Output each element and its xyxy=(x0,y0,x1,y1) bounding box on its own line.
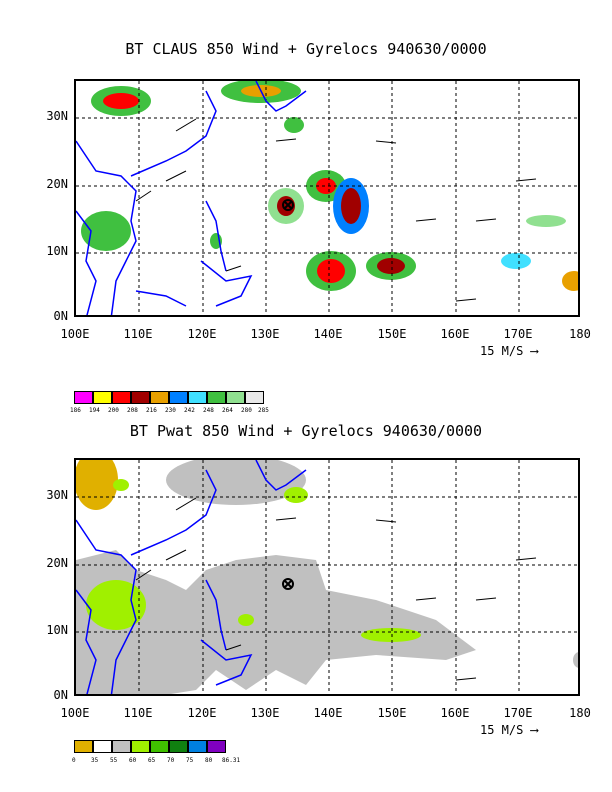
gyre-location-marker xyxy=(282,199,294,211)
lon-label: 110E xyxy=(123,327,153,341)
lat-label: 30N xyxy=(46,488,68,502)
map-panel-claus xyxy=(74,79,580,317)
lon-label: 130E xyxy=(250,706,280,720)
legend-swatch xyxy=(74,391,93,404)
legend-label: 216 xyxy=(146,407,157,414)
map-svg-pwat xyxy=(76,460,578,694)
colorbar-claus xyxy=(74,391,264,404)
legend-label: 230 xyxy=(165,407,176,414)
legend-swatch xyxy=(93,391,112,404)
legend-swatch xyxy=(74,740,93,753)
lon-label: 170E xyxy=(503,327,533,341)
coastlines xyxy=(76,460,307,694)
legend-label: 65 xyxy=(148,757,156,764)
legend-label: 208 xyxy=(127,407,138,414)
legend-label: 186 xyxy=(70,407,81,414)
lat-label: 20N xyxy=(46,556,68,570)
lon-label: 120E xyxy=(187,706,217,720)
colorbar-pwat xyxy=(74,740,226,753)
legend-label: 194 xyxy=(89,407,100,414)
lon-label: 160E xyxy=(440,327,470,341)
legend-label: 70 xyxy=(167,757,175,764)
arrow-right-icon: ⟶ xyxy=(530,723,538,737)
wind-vectors xyxy=(135,497,537,681)
legend-swatch xyxy=(112,740,131,753)
lon-label: 180 xyxy=(569,327,591,341)
legend-label: 55 xyxy=(110,757,118,764)
lon-label: 140E xyxy=(313,327,343,341)
map-panel-pwat xyxy=(74,458,580,696)
lat-label: 30N xyxy=(46,109,68,123)
legend-label: 75 xyxy=(186,757,194,764)
legend-swatch xyxy=(93,740,112,753)
grid-lines xyxy=(76,460,578,694)
lon-label: 150E xyxy=(377,706,407,720)
map-svg-claus xyxy=(76,81,578,315)
lat-label: 10N xyxy=(46,244,68,258)
legend-swatch xyxy=(169,391,188,404)
wind-scale-label: 15 M/S ⟶ xyxy=(480,344,538,358)
gyre-location-marker xyxy=(282,578,294,590)
legend-label: 242 xyxy=(184,407,195,414)
legend-swatch xyxy=(150,391,169,404)
wind-scale-label: 15 M/S ⟶ xyxy=(480,723,538,737)
lon-label: 180 xyxy=(569,706,591,720)
legend-swatch xyxy=(188,740,207,753)
legend-label: 0 xyxy=(72,757,76,764)
lon-label: 120E xyxy=(187,327,217,341)
legend-swatch xyxy=(150,740,169,753)
legend-swatch xyxy=(245,391,264,404)
legend-swatch xyxy=(226,391,245,404)
panel2-title: BT Pwat 850 Wind + Gyrelocs 940630/0000 xyxy=(129,422,483,440)
legend-swatch xyxy=(169,740,188,753)
lat-label: 0N xyxy=(53,309,68,323)
lon-label: 160E xyxy=(440,706,470,720)
coastlines xyxy=(76,81,307,315)
legend-label: 280 xyxy=(241,407,252,414)
legend-label: 86.31 xyxy=(222,757,241,764)
lon-label: 170E xyxy=(503,706,533,720)
lon-label: 140E xyxy=(313,706,343,720)
lat-label: 10N xyxy=(46,623,68,637)
wind-vectors xyxy=(135,118,537,302)
legend-swatch xyxy=(207,740,226,753)
panel1-title: BT CLAUS 850 Wind + Gyrelocs 940630/0000 xyxy=(125,40,487,58)
legend-label: 35 xyxy=(91,757,99,764)
legend-label: 264 xyxy=(222,407,233,414)
legend-label: 60 xyxy=(129,757,137,764)
lon-label: 100E xyxy=(60,706,90,720)
lat-label: 20N xyxy=(46,177,68,191)
lat-label: 0N xyxy=(53,688,68,702)
lon-label: 130E xyxy=(250,327,280,341)
lon-label: 100E xyxy=(60,327,90,341)
grid-lines xyxy=(76,81,578,315)
legend-label: 285 xyxy=(258,407,269,414)
lon-label: 150E xyxy=(377,327,407,341)
lon-label: 110E xyxy=(123,706,153,720)
legend-swatch xyxy=(112,391,131,404)
arrow-right-icon: ⟶ xyxy=(530,344,538,358)
legend-swatch xyxy=(207,391,226,404)
legend-swatch xyxy=(131,740,150,753)
pwat-shading xyxy=(76,460,578,694)
legend-label: 248 xyxy=(203,407,214,414)
legend-label: 200 xyxy=(108,407,119,414)
legend-swatch xyxy=(188,391,207,404)
legend-swatch xyxy=(131,391,150,404)
legend-label: 80 xyxy=(205,757,213,764)
